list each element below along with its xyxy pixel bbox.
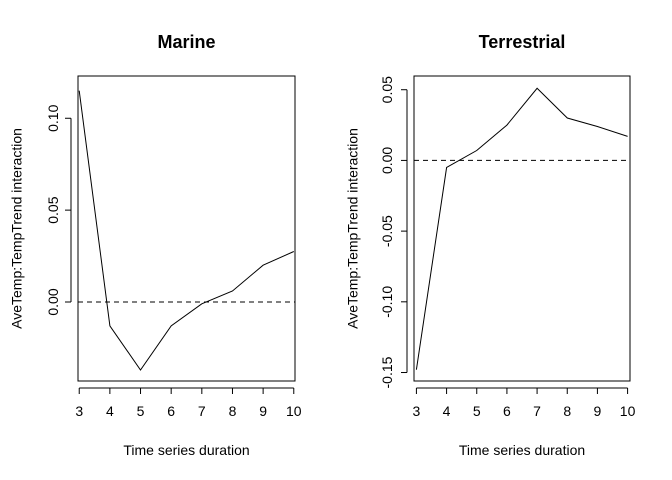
- y-tick-label: 0.05: [379, 76, 395, 103]
- x-tick-label: 9: [594, 403, 602, 419]
- terrestrial-panel: Terrestrial 3 4 5 6 7 8 9 10 -0.15 -0.10 -0.05 0.00 0…: [345, 32, 636, 458]
- x-tick-label: 8: [563, 403, 571, 419]
- x-axis-label: Time series duration: [123, 442, 249, 458]
- y-tick-label: -0.15: [379, 356, 395, 388]
- chart-title: Marine: [157, 32, 215, 52]
- y-axis-label: AveTemp:TempTrend interaction: [345, 128, 361, 329]
- x-tick-label: 7: [533, 403, 541, 419]
- x-tick-label: 6: [167, 403, 175, 419]
- x-tick-label: 4: [443, 403, 451, 419]
- y-tick-label: 0.00: [379, 147, 395, 174]
- x-tick-label: 9: [259, 403, 267, 419]
- y-tick-label: 0.00: [45, 288, 61, 315]
- plot-frame: [413, 75, 631, 382]
- x-tick-label: 10: [620, 403, 636, 419]
- x-tick-label: 10: [286, 403, 302, 419]
- marine-panel: Marine 3 4 5 6 7 8 9 10 0.00 0.05 0.10 Time series d…: [9, 32, 302, 458]
- x-tick-label: 5: [137, 403, 145, 419]
- x-tick-label: 7: [198, 403, 206, 419]
- plot-frame: [77, 75, 296, 382]
- x-tick-label: 6: [503, 403, 511, 419]
- x-tick-label: 3: [413, 403, 421, 419]
- x-tick-label: 8: [229, 403, 237, 419]
- series-line: [78, 90, 295, 371]
- x-tick-label: 3: [75, 403, 83, 419]
- y-tick-label: 0.05: [45, 196, 61, 223]
- y-tick-label: -0.05: [379, 215, 395, 247]
- chart-title: Terrestrial: [479, 32, 566, 52]
- x-axis-label: Time series duration: [459, 442, 585, 458]
- y-tick-label: 0.10: [45, 104, 61, 131]
- series-line: [415, 87, 628, 370]
- x-tick-label: 5: [473, 403, 481, 419]
- x-tick-label: 4: [106, 403, 114, 419]
- y-axis-label: AveTemp:TempTrend interaction: [9, 128, 25, 329]
- y-tick-label: -0.10: [379, 286, 395, 318]
